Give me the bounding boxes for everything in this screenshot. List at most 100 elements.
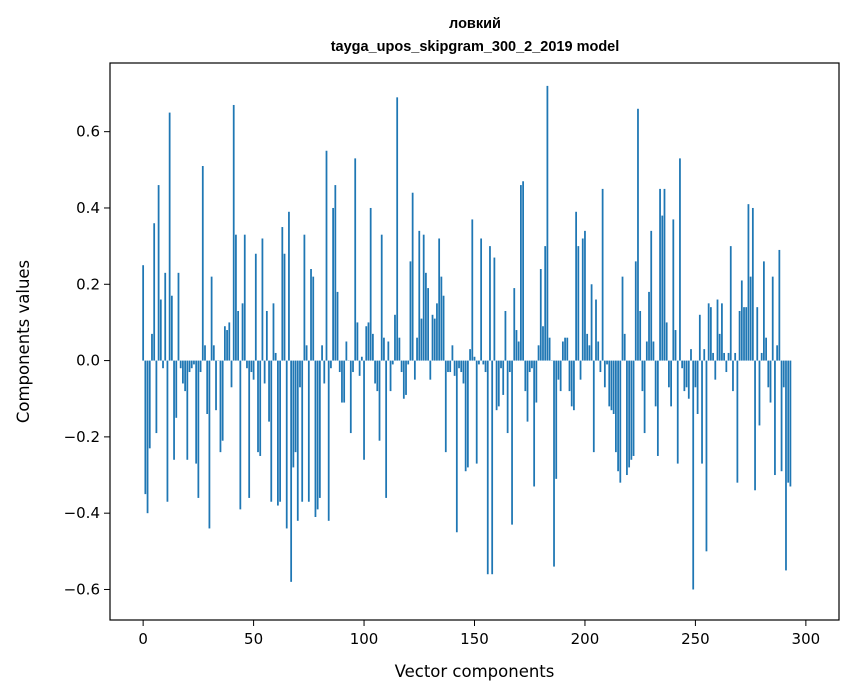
bar-26 [199,360,202,373]
bar-192 [566,337,569,361]
bar-194 [570,360,573,407]
bar-161 [497,360,500,407]
bar-88 [336,291,339,361]
bar-169 [515,330,518,361]
bar-269 [736,360,739,483]
bar-33 [215,360,217,411]
bar-113 [391,360,394,365]
bar-207 [599,360,602,373]
bar-267 [732,360,734,392]
bar-277 [754,360,756,491]
bar-275 [749,276,752,361]
x-tick-label: 100 [350,630,379,648]
x-tick-label: 200 [571,630,600,648]
bar-22 [190,360,193,369]
bar-52 [257,360,259,453]
bar-41 [232,104,235,361]
bar-32 [212,345,215,361]
bar-84 [327,360,330,521]
bar-24 [195,360,198,464]
bar-220 [628,360,631,468]
bar-160 [495,360,498,411]
bar-71 [299,360,301,388]
bar-14 [173,360,175,460]
bar-65 [285,360,288,529]
bar-249 [692,360,695,590]
bar-168 [513,288,516,361]
bar-215 [617,360,619,472]
x-tick-label: 150 [460,630,489,648]
bar-66 [288,211,290,361]
bar-173 [524,360,527,392]
bar-115 [396,97,399,361]
bar-132 [433,318,436,361]
bar-63 [281,227,284,361]
bar-232 [654,360,657,407]
bar-235 [661,215,664,361]
bar-99 [360,356,363,361]
bar-157 [489,246,491,361]
bar-217 [621,276,624,361]
bar-141 [453,360,456,376]
bar-196 [575,211,577,361]
bar-104 [372,333,374,361]
bar-164 [504,310,507,361]
bar-259 [714,360,717,380]
bar-285 [771,276,774,361]
x-tick-label: 250 [681,630,710,648]
bar-184 [548,337,551,361]
bar-1 [144,360,147,495]
bar-240 [672,219,675,361]
bar-128 [425,272,427,361]
bar-39 [228,322,231,361]
bar-59 [272,303,275,361]
bar-241 [674,330,677,361]
bar-193 [568,360,571,392]
bar-92 [345,341,348,361]
bar-80 [318,360,321,498]
bar-212 [610,360,613,411]
bar-12 [168,112,171,361]
bar-238 [668,360,670,388]
bar-229 [648,291,650,361]
bar-58 [270,360,273,502]
bar-189 [559,360,562,392]
bar-111 [387,341,390,361]
bar-117 [400,360,403,373]
bar-105 [374,360,376,384]
bar-175 [528,360,531,373]
bar-181 [542,326,544,361]
bar-94 [349,360,352,434]
bar-101 [365,326,368,361]
bar-200 [584,230,586,361]
bar-75 [307,360,310,502]
bar-45 [241,303,244,361]
bar-228 [645,341,648,361]
bar-25 [197,360,200,498]
bar-109 [383,337,385,361]
bar-289 [780,360,783,472]
bar-36 [221,360,224,441]
bar-176 [531,360,533,369]
bar-51 [254,253,257,361]
bar-124 [416,337,418,361]
bar-280 [760,352,763,361]
bar-17 [179,360,182,369]
bar-281 [763,261,765,361]
bar-216 [619,360,622,483]
bar-155 [484,360,487,373]
bar-274 [747,204,750,361]
bar-2 [146,360,149,514]
bar-203 [590,284,593,361]
bar-236 [663,188,666,361]
x-axis-ticks: 0 50 100 150 200 250 300 [138,620,820,648]
bar-136 [442,295,445,361]
bar-82 [323,360,326,384]
bar-264 [725,360,728,373]
bar-149 [471,219,474,361]
bar-78 [314,360,317,517]
bar-159 [493,257,496,361]
bar-243 [679,158,681,361]
bar-73 [303,234,306,361]
bar-139 [449,360,452,373]
